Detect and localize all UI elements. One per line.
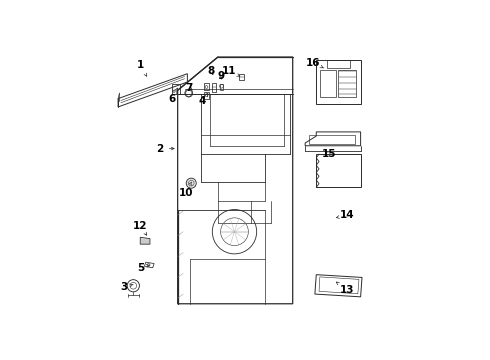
Bar — [339, 69, 356, 97]
Bar — [204, 92, 209, 99]
Polygon shape — [140, 237, 150, 244]
Text: 16: 16 — [306, 58, 323, 68]
Bar — [172, 84, 180, 94]
Bar — [239, 74, 244, 80]
Text: 14: 14 — [337, 210, 354, 220]
Text: 13: 13 — [336, 282, 354, 295]
Bar — [327, 60, 349, 68]
Bar — [320, 69, 336, 97]
Bar — [309, 135, 355, 144]
Text: 3: 3 — [121, 282, 133, 292]
Text: 10: 10 — [179, 183, 193, 198]
Bar — [204, 84, 209, 90]
Text: 11: 11 — [221, 66, 240, 76]
Text: 6: 6 — [169, 88, 177, 104]
Text: 5: 5 — [137, 263, 150, 273]
Bar — [220, 84, 223, 90]
Text: 1: 1 — [137, 60, 147, 76]
Text: 2: 2 — [157, 144, 174, 153]
Text: 4: 4 — [199, 94, 208, 107]
Text: 8: 8 — [207, 66, 215, 76]
Text: 9: 9 — [218, 72, 225, 81]
Text: 7: 7 — [185, 82, 193, 93]
Text: 15: 15 — [321, 149, 336, 159]
Text: 12: 12 — [133, 221, 147, 235]
Bar — [316, 60, 361, 104]
Bar — [212, 83, 217, 92]
